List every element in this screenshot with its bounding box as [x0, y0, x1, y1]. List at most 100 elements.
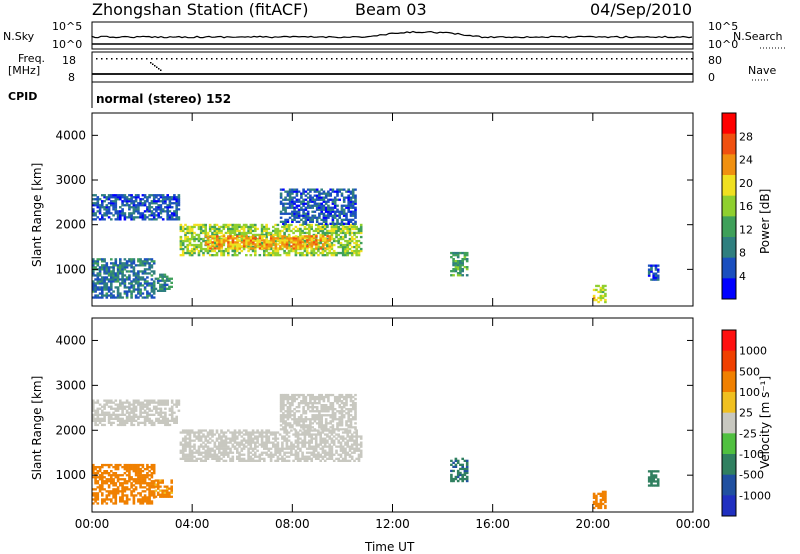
heatmap-cell [305, 243, 309, 247]
heatmap-cell [105, 208, 109, 211]
heatmap-cell [197, 433, 201, 436]
heatmap-cell [216, 237, 219, 240]
heatmap-cell [206, 457, 210, 460]
heatmap-cell [286, 212, 290, 215]
heatmap-cell [465, 266, 469, 269]
heatmap-cell [340, 428, 344, 431]
heatmap-cell [326, 237, 329, 241]
heatmap-cell [335, 229, 338, 233]
heatmap-cell [141, 202, 145, 205]
heatmap-cell [315, 247, 318, 250]
heatmap-cell [107, 466, 111, 469]
heatmap-cell [290, 441, 293, 444]
heatmap-cell [324, 393, 328, 397]
x-tick-label: 20:00 [576, 517, 611, 531]
heatmap-cell [286, 414, 290, 417]
heatmap-cell [96, 401, 100, 404]
heatmap-cell [114, 492, 118, 495]
heatmap-cell [170, 214, 174, 217]
freq-dot [606, 58, 608, 60]
heatmap-cell [141, 260, 145, 263]
heatmap-cell [281, 243, 284, 246]
heatmap-cell [267, 243, 271, 246]
heatmap-cell [224, 231, 228, 235]
heatmap-cell [284, 422, 287, 425]
heatmap-cell [199, 457, 203, 460]
heatmap-cell [199, 237, 203, 241]
heatmap-cell [234, 243, 237, 246]
heatmap-cell [195, 457, 198, 460]
heatmap-cell [165, 485, 169, 488]
heatmap-cell [218, 249, 221, 253]
heatmap-cell [290, 451, 293, 454]
heatmap-cell [305, 249, 309, 253]
heatmap-cell [323, 233, 327, 237]
heatmap-cell [101, 494, 104, 497]
heatmap-cell [294, 441, 298, 444]
heatmap-cell [96, 264, 100, 267]
heatmap-cell [340, 410, 344, 413]
heatmap-cell [116, 463, 120, 467]
heatmap-cell [337, 251, 340, 255]
heatmap-cell [141, 498, 145, 501]
freq-dot [381, 58, 383, 60]
heatmap-cell [103, 272, 106, 275]
heatmap-cell [110, 476, 113, 479]
heatmap-cell [94, 286, 97, 289]
heatmap-cell [123, 413, 127, 416]
heatmap-cell [163, 285, 167, 288]
heatmap-cell [318, 393, 321, 397]
heatmap-cell [652, 480, 655, 483]
heatmap-cell [170, 495, 173, 498]
heatmap-cell [137, 264, 140, 267]
heatmap-cell [286, 424, 290, 427]
heatmap-cell [357, 443, 361, 446]
heatmap-cell [652, 484, 655, 487]
heatmap-cell [311, 408, 314, 411]
heatmap-cell [116, 196, 120, 199]
heatmap-cell [333, 416, 337, 419]
heatmap-cell [137, 463, 140, 467]
heatmap-cell [114, 262, 118, 265]
heatmap-cell [96, 399, 100, 402]
heatmap-cell [146, 200, 149, 203]
heatmap-cell [297, 402, 301, 405]
heatmap-cell [119, 260, 122, 263]
heatmap-cell [312, 241, 316, 244]
heatmap-cell [204, 223, 207, 227]
heatmap-cell [132, 498, 136, 501]
heatmap-cell [139, 294, 142, 297]
heatmap-cell [197, 429, 201, 432]
heatmap-cell [301, 457, 304, 460]
heatmap-cell [281, 443, 284, 446]
heatmap-cell [190, 249, 194, 253]
heatmap-cell [170, 405, 174, 408]
heatmap-cell [308, 445, 311, 448]
heatmap-cell [116, 270, 120, 273]
heatmap-cell [303, 249, 307, 253]
heatmap-cell [309, 194, 312, 197]
heatmap-cell [94, 278, 97, 281]
heatmap-cell [319, 443, 322, 446]
heatmap-cell [652, 474, 655, 477]
heatmap-cell [92, 204, 95, 207]
heatmap-cell [105, 403, 109, 406]
heatmap-cell [139, 484, 142, 487]
heatmap-cell [306, 210, 310, 213]
heatmap-cell [256, 437, 259, 440]
heatmap-cell [146, 488, 149, 491]
heatmap-cell [351, 218, 355, 221]
heatmap-cell [195, 437, 198, 440]
heatmap-cell [647, 476, 651, 479]
heatmap-cell [346, 227, 349, 231]
heatmap-cell [148, 488, 151, 491]
heatmap-cell [319, 233, 322, 237]
heatmap-cell [112, 490, 115, 493]
heatmap-cell [224, 451, 228, 454]
heatmap-cell [245, 441, 248, 444]
colorbar-swatch [722, 257, 736, 279]
heatmap-cell [281, 237, 284, 240]
heatmap-cell [274, 233, 277, 237]
heatmap-cell [300, 192, 303, 195]
heatmap-cell [240, 441, 244, 444]
